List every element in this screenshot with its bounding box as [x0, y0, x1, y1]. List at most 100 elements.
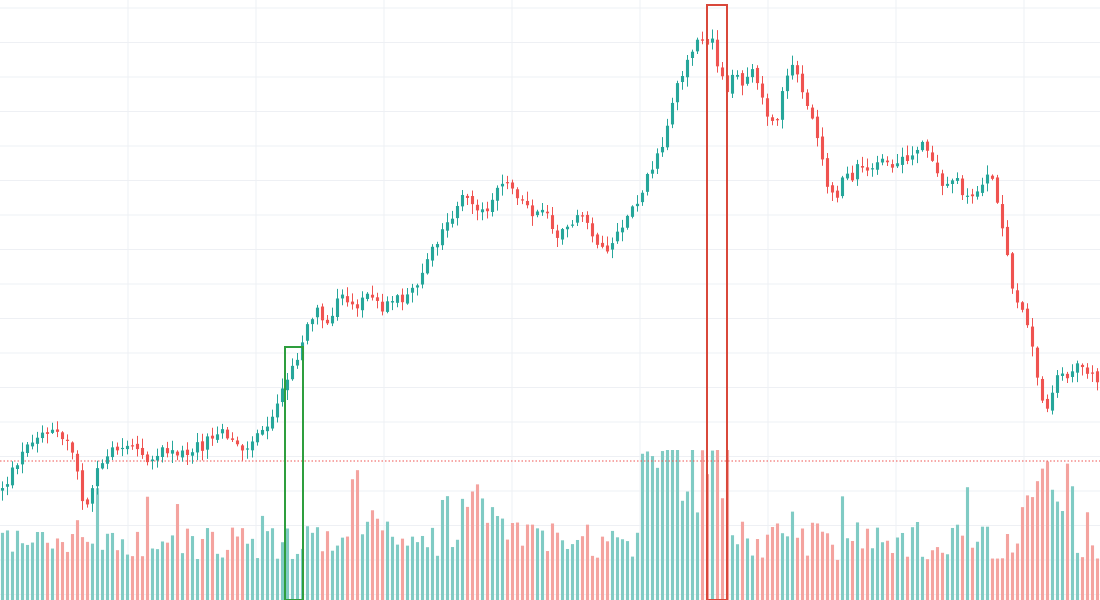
volume-bar	[255, 558, 260, 600]
volume-bar	[580, 536, 585, 600]
volume-bar	[715, 450, 720, 600]
candle-up	[1055, 375, 1060, 393]
candle-up	[620, 227, 625, 233]
volume-bar	[260, 515, 265, 600]
volume-bar	[530, 524, 535, 600]
volume-bar	[280, 542, 285, 600]
volume-bar	[425, 547, 430, 600]
volume-bar	[190, 536, 195, 600]
volume-bar	[790, 511, 795, 600]
volume-bar	[435, 555, 440, 600]
candle-up	[40, 432, 45, 439]
candle-up	[340, 294, 345, 299]
candle-up	[305, 324, 310, 341]
volume-bar	[755, 539, 760, 600]
candle-up	[25, 444, 30, 454]
volume-bar	[710, 450, 715, 600]
volume-bar	[960, 535, 965, 600]
volume-bar	[155, 549, 160, 600]
candle-down	[165, 448, 170, 454]
volume-bar	[510, 523, 515, 600]
highlight-boxes	[284, 4, 728, 600]
volume-bar	[975, 541, 980, 600]
candle-up	[270, 416, 275, 429]
candle-down	[1020, 302, 1025, 310]
volume-bar	[1065, 463, 1070, 600]
candle-down	[580, 215, 585, 217]
volume-bar	[675, 450, 680, 600]
candle-down	[55, 429, 60, 432]
volume-bar	[895, 537, 900, 600]
volume-bar	[290, 558, 295, 600]
volume-bar	[145, 496, 150, 600]
candle-up	[695, 39, 700, 52]
candle-down	[770, 117, 775, 121]
candle-down	[825, 158, 830, 187]
candle-down	[1045, 398, 1050, 409]
volume-bar	[925, 559, 930, 600]
volume-bar	[965, 487, 970, 600]
candle-down	[1025, 308, 1030, 326]
candle-down	[1030, 326, 1035, 347]
candle-down	[175, 451, 180, 456]
volume-bar	[940, 552, 945, 600]
candle-up	[395, 295, 400, 303]
candle-up	[750, 69, 755, 78]
candle-down	[1015, 290, 1020, 303]
candle-down	[740, 73, 745, 86]
candle-up	[560, 229, 565, 240]
candle-up	[570, 224, 575, 226]
volume-bar	[905, 556, 910, 600]
volume-bar	[295, 553, 300, 600]
candle-up	[265, 426, 270, 432]
candle-up	[35, 437, 40, 444]
volume-bar	[505, 539, 510, 600]
candle-up	[280, 388, 285, 403]
volume-bar	[985, 526, 990, 600]
candle-down	[605, 245, 610, 252]
candle-up	[900, 156, 905, 165]
candle-up	[1070, 371, 1075, 377]
candle-down	[600, 242, 605, 247]
volume-bar	[875, 527, 880, 600]
candle-up	[975, 191, 980, 197]
volume-bar	[490, 507, 495, 600]
volume-bar	[220, 557, 225, 600]
volume-bar	[765, 534, 770, 600]
volume-bar	[860, 548, 865, 600]
candle-down	[990, 175, 995, 179]
volume-bar	[575, 539, 580, 600]
volume-bar	[405, 545, 410, 600]
volume-bar	[355, 470, 360, 600]
candle-up	[100, 463, 105, 469]
volume-bar	[20, 543, 25, 600]
volume-bar	[360, 534, 365, 600]
volume-bar	[110, 532, 115, 600]
volume-bar	[555, 532, 560, 600]
candle-up	[20, 451, 25, 465]
candle-up	[895, 163, 900, 167]
volume-bar	[195, 558, 200, 600]
candle-up	[575, 215, 580, 223]
volume-bar	[695, 512, 700, 600]
candle-up	[205, 436, 210, 450]
volume-bar	[230, 527, 235, 600]
candle-down	[720, 67, 725, 77]
candle-up	[870, 168, 875, 170]
candle-up	[220, 429, 225, 434]
volume-bar	[250, 538, 255, 600]
volume-bar	[640, 453, 645, 600]
candle-down	[370, 294, 375, 298]
volume-bar	[310, 532, 315, 600]
candle-up	[980, 184, 985, 193]
candle-up	[440, 229, 445, 246]
candle-down	[510, 182, 515, 189]
candle-up	[985, 174, 990, 184]
candle-down	[850, 172, 855, 181]
volume-bar	[305, 526, 310, 600]
candle-up	[90, 488, 95, 504]
volume-bar	[760, 557, 765, 600]
candle-up	[675, 83, 680, 103]
candle-up	[790, 64, 795, 76]
